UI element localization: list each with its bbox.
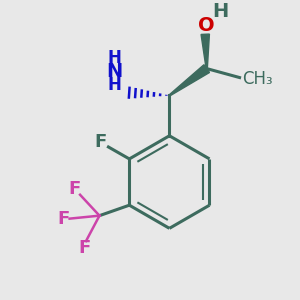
Text: CH₃: CH₃: [243, 70, 273, 88]
Text: H: H: [107, 49, 121, 67]
Polygon shape: [169, 65, 209, 96]
Text: F: F: [95, 134, 107, 152]
Text: H: H: [213, 2, 229, 21]
Text: F: F: [69, 180, 81, 198]
Text: F: F: [78, 239, 91, 257]
Polygon shape: [201, 34, 209, 69]
Text: H: H: [107, 76, 121, 94]
Text: O: O: [198, 16, 214, 35]
Text: N: N: [106, 62, 122, 81]
Text: F: F: [57, 210, 69, 228]
